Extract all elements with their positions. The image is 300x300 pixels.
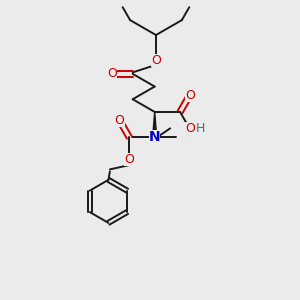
Text: O: O — [185, 122, 195, 135]
Text: N: N — [149, 130, 161, 144]
Polygon shape — [153, 112, 157, 137]
Text: O: O — [124, 153, 134, 166]
Text: O: O — [185, 88, 195, 102]
Text: O: O — [107, 68, 117, 80]
Text: H: H — [196, 122, 205, 135]
Text: O: O — [151, 54, 161, 67]
Text: O: O — [115, 114, 124, 127]
